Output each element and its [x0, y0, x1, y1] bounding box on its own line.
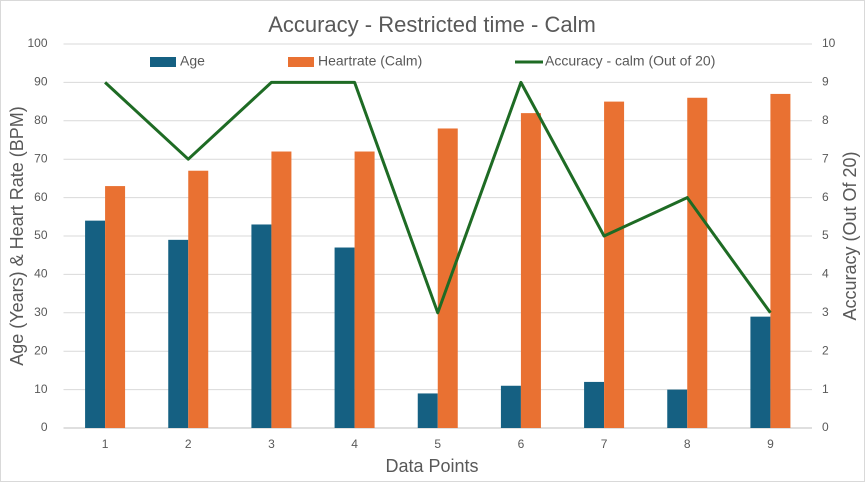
x-tick-label: 5 — [434, 437, 441, 451]
bar — [251, 224, 272, 428]
y-tick-label: 90 — [34, 75, 48, 89]
y2-tick-label: 8 — [822, 113, 829, 127]
bar — [85, 220, 106, 428]
y-tick-label: 0 — [41, 420, 48, 434]
x-axis-title: Data Points — [385, 456, 478, 476]
y-tick-label: 10 — [34, 382, 48, 396]
y-tick-label: 80 — [34, 113, 48, 127]
x-tick-label: 7 — [601, 437, 608, 451]
y2-tick-label: 3 — [822, 305, 829, 319]
bar — [667, 389, 688, 428]
legend-label: Accuracy - calm (Out of 20) — [545, 53, 715, 69]
x-tick-label: 6 — [518, 437, 525, 451]
x-tick-label: 4 — [351, 437, 358, 451]
y2-tick-label: 6 — [822, 190, 829, 204]
x-tick-label: 3 — [268, 437, 275, 451]
bar — [188, 170, 209, 428]
y-axis-title: Age (Years) & Heart Rate (BPM) — [7, 106, 27, 365]
y2-tick-label: 2 — [822, 343, 829, 357]
y-tick-label: 60 — [34, 190, 48, 204]
bar — [334, 247, 355, 428]
x-tick-label: 9 — [767, 437, 774, 451]
y-tick-label: 50 — [34, 228, 48, 242]
y2-tick-label: 4 — [822, 267, 829, 281]
y2-axis-title: Accuracy (Out Of 20) — [840, 151, 860, 320]
bar — [417, 393, 438, 428]
bar — [437, 128, 458, 429]
line — [104, 80, 772, 315]
x-tick-label: 1 — [102, 437, 109, 451]
y2-tick-label: 1 — [822, 382, 829, 396]
legend-label: Age — [180, 53, 205, 69]
y-tick-label: 20 — [34, 343, 48, 357]
legend-label: Heartrate (Calm) — [318, 53, 422, 69]
y-tick-label: 40 — [34, 267, 48, 281]
y2-tick-label: 0 — [822, 420, 829, 434]
bar — [687, 97, 708, 428]
bar — [520, 113, 541, 429]
bar — [354, 151, 375, 428]
y2-tick-label: 5 — [822, 228, 829, 242]
bar — [750, 316, 771, 428]
y2-tick-label: 10 — [822, 36, 836, 50]
x-tick-label: 2 — [185, 437, 192, 451]
y2-tick-label: 9 — [822, 75, 829, 89]
bar — [584, 381, 605, 428]
bar — [271, 151, 292, 428]
bar — [500, 385, 521, 428]
legend-swatch — [150, 57, 176, 67]
y-tick-label: 100 — [27, 36, 47, 50]
bar — [604, 101, 625, 428]
bar — [168, 239, 189, 428]
y-tick-label: 70 — [34, 151, 48, 165]
legend-swatch — [288, 57, 314, 67]
x-tick-label: 8 — [684, 437, 691, 451]
bar — [770, 93, 791, 429]
bar — [105, 186, 126, 428]
chart-title: Accuracy - Restricted time - Calm — [268, 12, 596, 37]
y2-tick-label: 7 — [822, 151, 829, 165]
y-tick-label: 30 — [34, 305, 48, 319]
